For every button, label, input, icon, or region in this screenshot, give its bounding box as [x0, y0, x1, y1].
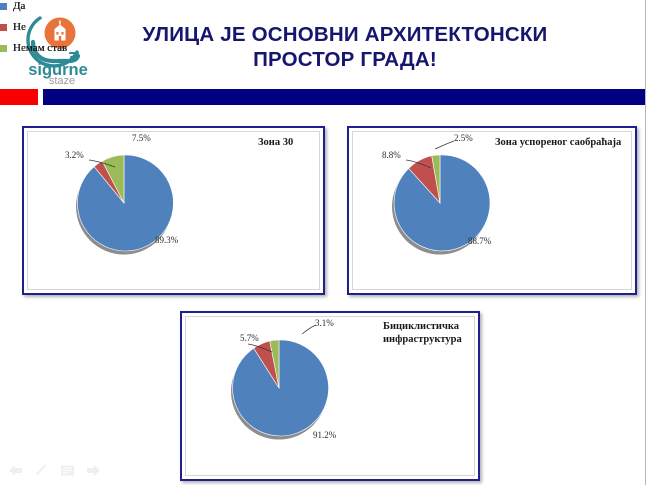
- slide-title-line-1: УЛИЦА ЈЕ ОСНОВНИ АРХИТЕКТОНСКИ: [142, 23, 548, 46]
- sigurne-staze-logo: sigurne staze: [16, 6, 100, 86]
- chart1-legend-label-da: Да: [13, 0, 26, 12]
- banner-accent-red: [0, 89, 38, 105]
- slide-title-line-2: ПРОСТОР ГРАДА!: [253, 48, 437, 71]
- chart1-pie: [74, 153, 174, 257]
- next-slide-icon[interactable]: [86, 464, 101, 477]
- chart1-label-nemam-stav: 7.5%: [132, 133, 151, 143]
- chart2-legend-label-ne: Не: [13, 21, 26, 33]
- chart2-title: Зона успореног саобраћаја: [495, 137, 622, 148]
- presentation-nav-toolbar[interactable]: [8, 464, 101, 477]
- banner-bar-navy: [43, 89, 645, 105]
- chart3-title: Бициклистичка инфраструктура: [383, 321, 462, 345]
- chart3-pie: [229, 338, 329, 442]
- legend-swatch-blue-icon: [0, 2, 7, 10]
- legend-swatch-red-icon: [0, 23, 7, 31]
- chart2-legend-label-da: Да: [13, 0, 26, 12]
- chart2-pie-svg: [392, 154, 491, 255]
- chart1-legend-label-nemam-stav: Немам став: [13, 42, 68, 54]
- chart3-label-nemam-stav: 3.1%: [315, 318, 334, 328]
- chart3-legend-item-ne: Не: [0, 21, 67, 33]
- chart2-label-ne: 8.8%: [382, 150, 401, 160]
- chart3-legend-label-da: Да: [13, 0, 26, 12]
- chart1-title: Зона 30: [258, 137, 294, 148]
- chart3-slice-nemam-stav: [269, 339, 280, 389]
- chart3-label-ne: 5.7%: [240, 333, 259, 343]
- chart1-leader-line-ne: [88, 159, 116, 168]
- chart1-slice-da: [77, 154, 174, 252]
- pen-icon[interactable]: [34, 464, 49, 477]
- chart3-leader-line-ne: [247, 343, 273, 353]
- chart2-leader-line-nemam-stav: [434, 140, 455, 150]
- chart2-legend-label-nemam-stav: Немам став: [13, 42, 68, 54]
- chart3-label-da: 91.2%: [313, 430, 337, 440]
- chart1-pie-svg: [76, 154, 174, 255]
- chart1-slice-nemam-stav: [101, 154, 125, 204]
- chart-card-zona-30: [22, 126, 325, 295]
- chart1-label-ne: 3.2%: [65, 150, 84, 160]
- chart2-label-da: 88.7%: [468, 236, 492, 246]
- previous-slide-icon[interactable]: [8, 464, 23, 477]
- chart3-legend: Да Не Немам став: [0, 0, 67, 63]
- chart2-leader-line-ne: [405, 159, 432, 169]
- chart-card-inner: [27, 131, 320, 290]
- chart3-legend-label-ne: Не: [13, 21, 26, 33]
- chart2-slice-nemam-stav: [431, 154, 441, 204]
- chart3-leader-line-nemam-stav: [301, 324, 317, 335]
- chart1-label-da: 89.3%: [155, 235, 179, 245]
- legend-swatch-green-icon: [0, 44, 7, 52]
- chart2-pie: [390, 153, 491, 257]
- chart3-legend-item-nemam-stav: Немам став: [0, 42, 67, 54]
- slide-title: УЛИЦА ЈЕ ОСНОВНИ АРХИТЕКТОНСКИ ПРОСТОР Г…: [110, 22, 580, 72]
- logo-word-staze: staze: [49, 75, 75, 86]
- chart3-slice-da: [232, 339, 329, 437]
- chart3-pie-svg: [231, 339, 329, 440]
- logo-word-sigurne: sigurne: [28, 61, 88, 79]
- chart2-label-nemam-stav: 2.5%: [454, 133, 473, 143]
- chart3-legend-label-nemam-stav: Немам став: [13, 42, 68, 54]
- menu-icon[interactable]: [60, 464, 75, 477]
- chart1-legend-label-ne: Не: [13, 21, 26, 33]
- chart3-legend-item-da: Да: [0, 0, 67, 12]
- logo-graphic: sigurne staze: [26, 16, 88, 86]
